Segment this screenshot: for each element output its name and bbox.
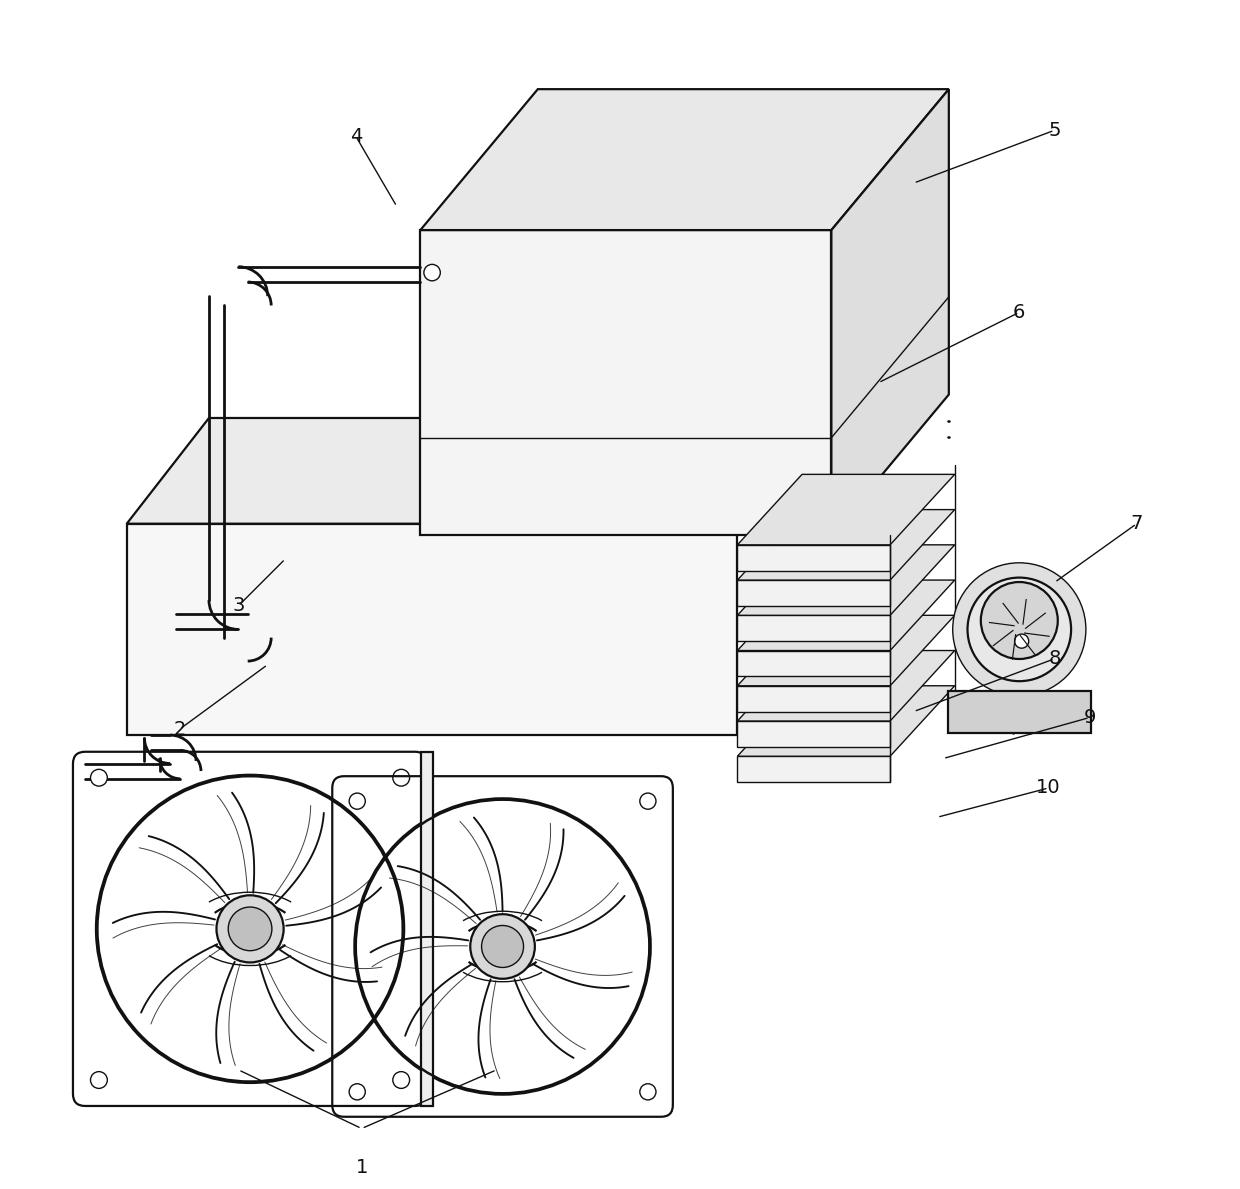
- Text: 1: 1: [356, 1158, 368, 1177]
- Circle shape: [350, 793, 366, 810]
- Polygon shape: [738, 580, 955, 650]
- Polygon shape: [738, 650, 890, 677]
- Bar: [422, 751, 433, 1106]
- Text: 9: 9: [1084, 707, 1096, 726]
- Polygon shape: [738, 615, 955, 686]
- Text: 7: 7: [1131, 514, 1143, 533]
- Circle shape: [952, 562, 1086, 696]
- Circle shape: [91, 1071, 108, 1088]
- Text: 3: 3: [232, 597, 244, 616]
- Polygon shape: [126, 419, 820, 523]
- Circle shape: [640, 793, 656, 810]
- Polygon shape: [738, 686, 955, 756]
- Polygon shape: [738, 756, 890, 782]
- Circle shape: [350, 1083, 366, 1100]
- Polygon shape: [126, 523, 738, 735]
- Polygon shape: [738, 686, 890, 711]
- Circle shape: [470, 914, 534, 979]
- Circle shape: [228, 907, 272, 951]
- Text: 8: 8: [1048, 649, 1060, 668]
- Circle shape: [393, 1071, 409, 1088]
- Polygon shape: [738, 721, 890, 747]
- Circle shape: [424, 264, 440, 281]
- Text: 10: 10: [1037, 779, 1061, 798]
- Polygon shape: [738, 545, 955, 615]
- Polygon shape: [738, 510, 955, 580]
- Circle shape: [1014, 634, 1029, 648]
- Polygon shape: [738, 650, 955, 721]
- Text: 5: 5: [1048, 121, 1060, 140]
- Polygon shape: [420, 231, 831, 535]
- Text: 6: 6: [1013, 303, 1025, 322]
- Polygon shape: [738, 545, 890, 571]
- Bar: [947, 691, 1091, 732]
- Circle shape: [981, 583, 1058, 659]
- Text: 4: 4: [350, 127, 362, 145]
- Circle shape: [91, 769, 108, 786]
- Circle shape: [393, 769, 409, 786]
- Polygon shape: [738, 580, 890, 606]
- Text: 2: 2: [174, 719, 186, 738]
- Polygon shape: [738, 474, 955, 545]
- Circle shape: [217, 895, 284, 962]
- Polygon shape: [420, 89, 949, 231]
- Polygon shape: [831, 89, 949, 535]
- Circle shape: [640, 1083, 656, 1100]
- Polygon shape: [738, 615, 890, 641]
- Circle shape: [481, 925, 523, 968]
- Circle shape: [967, 578, 1071, 681]
